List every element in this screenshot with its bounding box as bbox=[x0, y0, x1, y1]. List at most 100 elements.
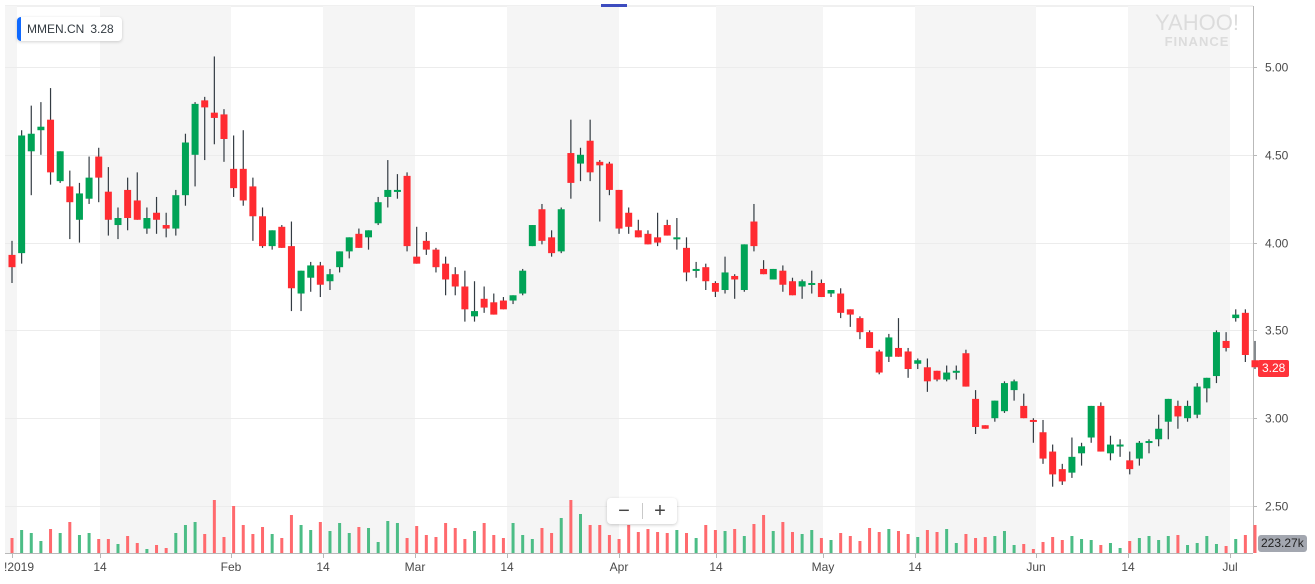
volume-bar bbox=[636, 532, 640, 553]
candle-down bbox=[972, 398, 980, 427]
candle-down bbox=[1029, 419, 1037, 422]
volume-bar bbox=[675, 530, 679, 553]
volume-bar bbox=[20, 530, 24, 553]
volume-bar bbox=[704, 525, 708, 553]
candle-down bbox=[1126, 460, 1134, 470]
volume-bar bbox=[347, 533, 351, 553]
volume-bar bbox=[97, 539, 101, 553]
volume-bar bbox=[87, 533, 91, 553]
candle-up bbox=[75, 193, 83, 220]
volume-bar bbox=[713, 530, 717, 553]
candle-down bbox=[201, 100, 209, 108]
candle-up bbox=[297, 270, 305, 294]
last-volume-tag: 223.27k bbox=[1258, 535, 1307, 552]
volume-bar bbox=[1157, 540, 1161, 553]
candle-down bbox=[1039, 432, 1047, 459]
candle-down bbox=[682, 247, 690, 273]
volume-bar bbox=[77, 535, 81, 553]
candle-down bbox=[817, 282, 825, 298]
candle-down bbox=[499, 300, 507, 310]
candle-down bbox=[644, 233, 652, 245]
volume-bar bbox=[289, 515, 293, 553]
candle-down bbox=[259, 216, 267, 247]
symbol-label: MMEN.CN bbox=[27, 22, 85, 36]
volume-bar bbox=[974, 538, 978, 553]
candle-down bbox=[904, 351, 912, 370]
volume-bar bbox=[357, 527, 361, 553]
volume-bar bbox=[1243, 535, 1247, 553]
y-tick-label: 2.50 bbox=[1265, 500, 1289, 514]
volume-bar bbox=[1108, 543, 1112, 553]
candle-up bbox=[1164, 398, 1172, 422]
candle-up bbox=[740, 244, 748, 291]
candle-down bbox=[962, 353, 970, 387]
candle-up bbox=[519, 270, 527, 294]
volume-bar bbox=[1070, 536, 1074, 553]
candle-down bbox=[287, 246, 295, 289]
volume-bar bbox=[482, 523, 486, 553]
y-tick-label: 4.50 bbox=[1265, 149, 1289, 163]
candle-down bbox=[711, 282, 719, 292]
candle-up bbox=[1010, 381, 1018, 391]
volume-bar bbox=[501, 538, 505, 553]
volume-bar bbox=[1051, 537, 1055, 553]
candle-up bbox=[1106, 444, 1114, 454]
volume-bar bbox=[925, 530, 929, 553]
x-tick-label: 14 bbox=[709, 560, 723, 574]
candle-up bbox=[307, 265, 315, 278]
zoom-in-button[interactable]: + bbox=[654, 500, 666, 522]
candle-up bbox=[172, 195, 180, 229]
volume-bar bbox=[444, 523, 448, 553]
yahoo-finance-logo: YAHOO! FINANCE bbox=[1147, 12, 1247, 49]
volume-bar bbox=[877, 532, 881, 553]
volume-bar bbox=[858, 541, 862, 553]
volume-bar bbox=[49, 529, 53, 553]
candle-down bbox=[432, 249, 440, 268]
volume-bar bbox=[261, 527, 265, 553]
candle-up bbox=[336, 251, 344, 268]
symbol-legend[interactable]: MMEN.CN 3.28 bbox=[17, 17, 122, 41]
volume-bar bbox=[656, 532, 660, 553]
candle-down bbox=[104, 191, 112, 220]
candle-up bbox=[18, 135, 26, 254]
volume-bar bbox=[569, 500, 573, 553]
volume-bar bbox=[376, 542, 380, 553]
volume-bar bbox=[935, 532, 939, 553]
candle-down bbox=[413, 256, 421, 264]
volume-bar bbox=[164, 548, 168, 553]
candle-up bbox=[692, 268, 700, 271]
candle-down bbox=[856, 318, 864, 333]
zoom-out-button[interactable]: − bbox=[618, 500, 630, 522]
candle-down bbox=[480, 298, 488, 308]
volume-bar bbox=[338, 523, 342, 553]
candle-down bbox=[66, 186, 74, 203]
volume-bar bbox=[1089, 540, 1093, 553]
candle-down bbox=[1049, 451, 1057, 475]
candle-up bbox=[808, 282, 816, 285]
volume-bar bbox=[1041, 542, 1045, 553]
candle-down bbox=[1174, 405, 1182, 417]
symbol-last-price: 3.28 bbox=[90, 22, 114, 36]
candle-down bbox=[933, 370, 941, 380]
candle-up bbox=[1078, 446, 1086, 454]
volume-bar bbox=[386, 521, 390, 553]
y-tick-label: 3.50 bbox=[1265, 324, 1289, 338]
volume-bar bbox=[212, 500, 216, 553]
last-price-tag: 3.28 bbox=[1258, 360, 1290, 377]
candle-up bbox=[268, 230, 276, 247]
candle-down bbox=[124, 189, 132, 219]
candle-down bbox=[605, 163, 613, 190]
candle-up bbox=[1155, 428, 1163, 440]
candle-up bbox=[1184, 405, 1192, 419]
candle-down bbox=[153, 212, 161, 220]
candle-up bbox=[1203, 377, 1211, 389]
series-color-indicator bbox=[17, 17, 21, 41]
candle-up bbox=[827, 290, 835, 294]
volume-bar bbox=[328, 531, 332, 553]
candle-up bbox=[673, 237, 681, 240]
candle-down bbox=[788, 281, 796, 296]
x-tick-label: Mar bbox=[405, 560, 426, 574]
candle-up bbox=[384, 189, 392, 197]
